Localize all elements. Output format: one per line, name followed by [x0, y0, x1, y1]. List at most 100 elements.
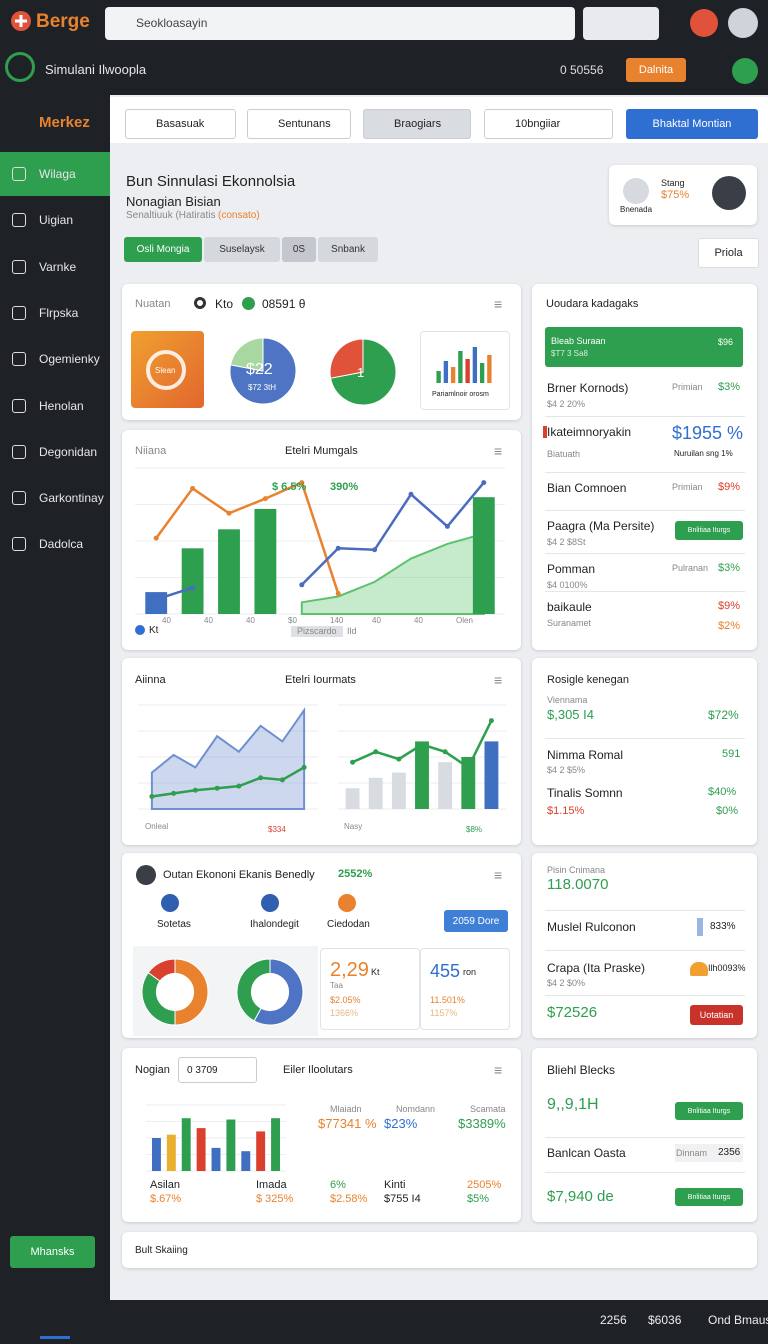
menu-icon[interactable]: ≡	[494, 443, 503, 459]
nav-icon	[12, 398, 26, 413]
row-name: Bian Comnoen	[547, 481, 627, 495]
card-left-label: Aiinna	[135, 674, 166, 686]
row-sub: $4 2 $0%	[547, 978, 586, 988]
bar	[218, 529, 240, 614]
banner-name: Bleab Suraan	[551, 336, 606, 346]
filter-button[interactable]: Bhaktal Montian	[626, 109, 758, 139]
row-name: Ikateimnoryakin	[547, 425, 632, 439]
nav-item: Flrpska	[39, 305, 79, 320]
tile-caption: Pariamlnoir orosm	[432, 391, 489, 398]
nav-icon	[12, 213, 26, 228]
filter-dropdown[interactable]: Basasuak	[125, 109, 236, 139]
line-point	[465, 764, 471, 770]
pie-slice	[329, 338, 364, 379]
legend-label: Kt	[149, 625, 159, 636]
card-title: Nuatan	[135, 298, 171, 310]
search-text: Seokloasayin	[136, 16, 208, 30]
row-value: $1955 %	[672, 423, 744, 443]
menu-icon[interactable]: ≡	[494, 672, 503, 688]
stat-value: $755 I4	[384, 1193, 421, 1205]
line-point	[372, 547, 378, 553]
line-point	[335, 545, 341, 551]
card-button[interactable]: Bnlitiaa Iturgs	[675, 1102, 743, 1120]
divider	[545, 1172, 745, 1173]
x-tick-label: 40	[414, 616, 423, 625]
bar	[436, 371, 441, 383]
row-mid: $2%	[718, 620, 741, 632]
divider	[545, 472, 745, 473]
row-label: Crapa (Ita Praske)	[547, 961, 646, 975]
page-title: Bun Sinnulasi Ekonnolsia	[126, 173, 296, 190]
nav-icon	[12, 305, 26, 320]
bottom-strip	[122, 1232, 757, 1268]
row-sub: Biatuath	[547, 449, 581, 459]
row-button[interactable]: Bnlitiaa Iturgs	[675, 521, 743, 540]
chip	[675, 1144, 743, 1162]
bar	[241, 1151, 251, 1171]
tool-buttons[interactable]	[583, 7, 659, 40]
tab[interactable]: Osli Mongia	[124, 237, 202, 262]
annotation: $ 6.5%	[272, 481, 307, 493]
row-label: Muslel Rulconon	[547, 920, 636, 934]
app-icon	[5, 52, 35, 82]
chart-label: $8%	[466, 825, 483, 834]
card-button[interactable]: Bnlitiaa Iturgs	[675, 1188, 743, 1206]
chart-card	[122, 658, 521, 845]
bottom-b: $6036	[648, 1313, 682, 1327]
tab[interactable]: Suselaysk	[204, 237, 280, 262]
nav-icon	[12, 259, 26, 274]
menu-icon[interactable]: ≡	[494, 867, 503, 883]
bar	[472, 497, 495, 614]
pie	[229, 337, 297, 405]
stat-value: $2.58%	[330, 1193, 368, 1205]
donut	[236, 958, 304, 1026]
header-action[interactable]: Priola	[698, 238, 759, 268]
card-button[interactable]: Uotatian	[690, 1005, 743, 1025]
nav-item: Degonidan	[39, 444, 98, 459]
stat-value: $77341 %	[318, 1116, 377, 1131]
legend-dot	[194, 297, 206, 309]
search-box[interactable]	[105, 7, 575, 40]
icon-label: Sotetas	[157, 919, 191, 930]
nav-item: Henolan	[39, 398, 84, 413]
bar	[145, 592, 168, 614]
bar	[254, 508, 277, 614]
stat-unit: Kt	[371, 967, 380, 977]
stat-value: 2,29	[330, 959, 369, 981]
tab[interactable]: 0S	[282, 237, 316, 262]
legend-dot	[135, 625, 145, 635]
bar	[450, 367, 456, 383]
menu-icon[interactable]: ≡	[494, 296, 503, 312]
divider	[545, 1137, 745, 1138]
action-button[interactable]: Dalnita	[626, 58, 686, 82]
line	[300, 481, 485, 586]
sidebar-footer[interactable]: Mhansks	[10, 1236, 95, 1268]
filter-dropdown[interactable]: Sentunans	[247, 109, 351, 139]
tile	[420, 331, 510, 410]
nav-icon	[12, 167, 26, 181]
pie-value: 1	[357, 365, 365, 380]
page-subtitle: Nonagian Bisian	[126, 194, 221, 209]
tab[interactable]: Snbank	[318, 237, 378, 262]
filter-dropdown[interactable]: 10bngiiar	[484, 109, 613, 139]
profile-name: Stang	[661, 178, 685, 188]
donut	[141, 958, 209, 1026]
icon	[338, 894, 356, 912]
card-button[interactable]: 2059 Dore	[444, 910, 508, 932]
x-tick-label: 40	[204, 616, 213, 625]
status-icon[interactable]	[732, 58, 758, 84]
dropdown[interactable]: 0 3709	[178, 1057, 257, 1083]
divider	[545, 591, 745, 592]
nav-item: Uigian	[39, 213, 74, 228]
row-value: $,305 I4	[547, 707, 594, 722]
stat-b: 1366%	[330, 1008, 359, 1018]
notify-icon[interactable]	[690, 9, 718, 37]
stat-box	[320, 948, 420, 1030]
row-sub: $4 0100%	[547, 580, 588, 590]
nav-icon	[12, 352, 26, 367]
dropdown[interactable]: Bult Skaiing	[123, 1234, 215, 1266]
filter-dropdown[interactable]: Braogiars	[363, 109, 471, 139]
menu-icon[interactable]: ≡	[494, 1062, 503, 1078]
avatar[interactable]	[728, 8, 758, 38]
stat-label: Taa	[330, 981, 343, 990]
